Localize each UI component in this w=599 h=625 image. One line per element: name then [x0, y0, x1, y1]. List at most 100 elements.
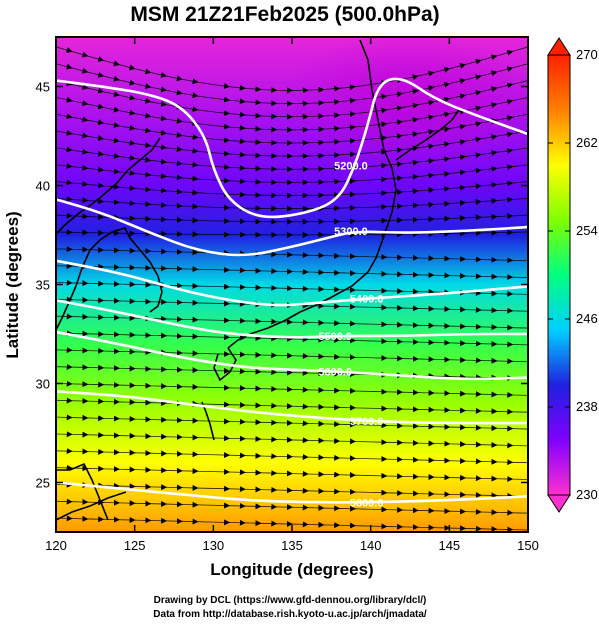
streamline: [213, 96, 371, 107]
streamline: [370, 355, 528, 365]
streamline: [56, 414, 214, 424]
x-axis-label: Longitude (degrees): [210, 560, 373, 579]
streamline: [370, 180, 528, 197]
streamline: [56, 196, 214, 210]
streamline: [370, 489, 528, 499]
contour-label: 5500.0: [318, 331, 352, 343]
contour-line: [56, 390, 528, 425]
streamline: [370, 338, 528, 348]
streamline: [213, 418, 371, 428]
streamline: [213, 250, 371, 260]
streamline: [213, 367, 371, 378]
streamline: [213, 485, 371, 495]
streamline: [56, 246, 214, 256]
contour-line: [56, 330, 528, 381]
streamline: [56, 279, 214, 289]
credit-drawing: Drawing by DCL (https://www.gfd-dennou.o…: [154, 595, 427, 606]
x-tick-label: 130: [202, 538, 224, 553]
streamline: [56, 212, 214, 224]
streamline: [213, 468, 371, 479]
y-tick-label: 30: [36, 377, 50, 392]
y-tick-label: 35: [36, 278, 50, 293]
x-tick-label: 145: [438, 538, 460, 553]
streamline: [213, 266, 371, 277]
streamline: [56, 464, 214, 475]
contour-line: [56, 77, 528, 219]
streamline: [56, 229, 214, 238]
streamline: [370, 164, 528, 183]
contour-label: 5700.0: [350, 416, 384, 428]
y-tick-label: 25: [36, 476, 50, 491]
colorbar-ticks: 230 238 246 254 262 270: [548, 47, 598, 502]
chart-title: MSM 21Z21Feb2025 (500.0hPa): [130, 3, 439, 26]
streamline: [213, 191, 371, 199]
streamline: [370, 506, 528, 516]
streamline: [56, 296, 214, 306]
contour-line: [56, 259, 528, 307]
colorbar-tick-label: 246: [576, 311, 598, 326]
streamline: [213, 317, 371, 327]
streamline: [56, 179, 214, 196]
streamline: [213, 401, 371, 411]
streamline: [56, 347, 214, 357]
contour-line: [56, 299, 528, 339]
streamline: [370, 254, 528, 264]
y-axis: 25 30 35 40 45: [36, 80, 528, 491]
streamline: [213, 384, 371, 394]
x-tick-label: 150: [517, 538, 539, 553]
colorbar-top-arrow: [547, 37, 571, 56]
contour-label: 5400.0: [350, 293, 384, 305]
streamline: [56, 380, 214, 390]
streamline: [370, 229, 528, 238]
colorbar-tick-label: 238: [576, 399, 598, 414]
streamline: [370, 439, 528, 449]
y-axis-label: Latitude (degrees): [3, 211, 22, 358]
streamline: [370, 321, 528, 331]
contour-line: [56, 481, 528, 504]
streamline: [370, 405, 528, 415]
x-tick-label: 120: [45, 538, 67, 553]
streamline: [213, 351, 371, 361]
streamline: [56, 363, 214, 374]
x-tick-label: 140: [360, 538, 382, 553]
contour-label: 5300.0: [334, 226, 368, 238]
streamline: [213, 83, 371, 94]
height-contours: 5200.0 5300.0 5400.0 5500.0 5600.0 5700.0 5800…: [56, 77, 528, 509]
credit-data: Data from http://database.rish.kyoto-u.a…: [153, 609, 427, 620]
streamline: [370, 304, 528, 314]
x-tick-label: 125: [124, 538, 146, 553]
y-tick-label: 40: [36, 179, 50, 194]
streamline: [213, 218, 371, 225]
streamline: [213, 435, 371, 445]
streamline: [370, 422, 528, 432]
streamline: [56, 431, 214, 441]
streamline: [56, 162, 214, 182]
x-axis: 120 125 130 135 140 145 150: [45, 37, 539, 553]
streamline: [213, 502, 371, 512]
streamline: [370, 388, 528, 398]
y-tick-label: 45: [36, 80, 50, 95]
streamline: [56, 313, 214, 323]
colorbar-tick-label: 262: [576, 135, 598, 150]
colorbar-tick-label: 230: [576, 487, 598, 502]
streamline: [213, 334, 371, 344]
streamline: [213, 150, 371, 160]
streamline: [213, 123, 371, 133]
contour-line: [56, 198, 528, 257]
streamline: [370, 213, 528, 224]
streamline: [56, 330, 214, 340]
streamline: [213, 452, 371, 462]
streamline: [213, 519, 371, 529]
streamline: [213, 164, 371, 173]
colorbar-tick-label: 270: [576, 47, 598, 62]
streamline: [370, 472, 528, 483]
streamline: [56, 515, 214, 525]
colorbar-tick-label: 254: [576, 223, 598, 238]
streamline: [56, 448, 214, 458]
streamlines: [56, 46, 528, 532]
streamline: [370, 270, 528, 281]
streamline: [213, 177, 371, 186]
streamline: [213, 110, 371, 120]
contour-label: 5600.0: [318, 367, 352, 379]
